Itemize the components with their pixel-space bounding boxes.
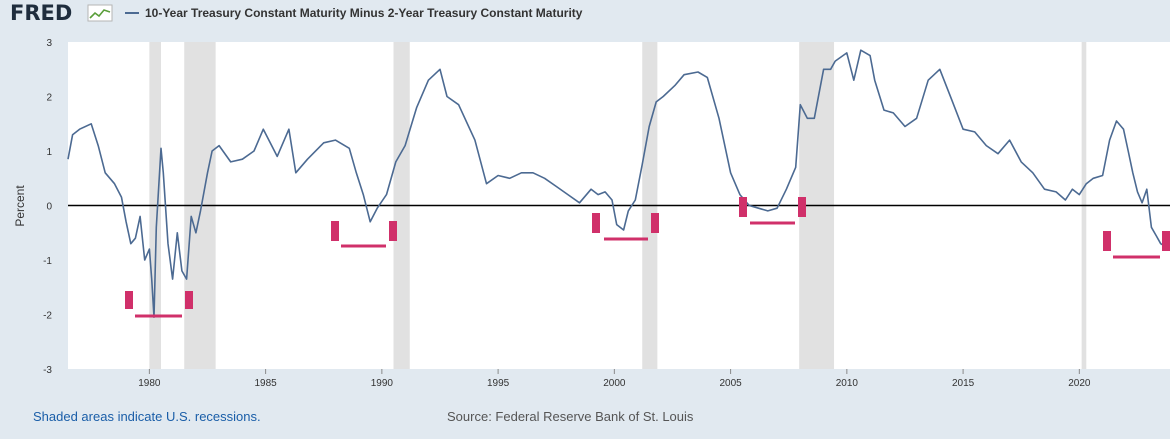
x-tick-label: 1995 [487, 378, 510, 389]
x-tick-label: 1990 [371, 378, 394, 389]
inversion-annotations [125, 197, 1170, 318]
annotation-bracket-1989 [331, 221, 397, 248]
legend-label[interactable]: 10-Year Treasury Constant Maturity Minus… [145, 6, 583, 20]
fred-logo[interactable]: FRED [10, 1, 72, 25]
axis-ticks: 3 2 1 0 -1 -2 -3 1980 1985 1990 1995 2000 2005 2010 20… [43, 38, 1091, 389]
x-tick-label: 1980 [138, 378, 161, 389]
annotation-bracket-2000 [592, 213, 659, 241]
x-tick-label: 2015 [952, 378, 975, 389]
x-tick-label: 2000 [603, 378, 626, 389]
source-note: Source: Federal Reserve Bank of St. Loui… [447, 409, 694, 424]
y-axis-label: Percent [13, 185, 27, 227]
annotation-bracket-2006 [739, 197, 806, 225]
y-tick-label: -2 [43, 311, 52, 322]
y-tick-label: 0 [46, 202, 52, 213]
recession-note: Shaded areas indicate U.S. recessions. [33, 409, 261, 424]
y-tick-label: 3 [46, 38, 52, 49]
x-tick-label: 2010 [836, 378, 859, 389]
y-tick-label: 2 [46, 93, 52, 104]
y-tick-label: -1 [43, 256, 52, 267]
annotation-bracket-1980 [125, 291, 193, 318]
annotation-bracket-2022 [1103, 231, 1170, 259]
series-line[interactable] [67, 49, 1170, 318]
x-tick-label: 2020 [1068, 378, 1091, 389]
chart-line-icon [87, 4, 113, 22]
y-tick-label: 1 [46, 147, 52, 158]
x-tick-label: 2005 [719, 378, 742, 389]
x-tick-label: 1985 [254, 378, 277, 389]
y-tick-label: -3 [43, 365, 52, 376]
